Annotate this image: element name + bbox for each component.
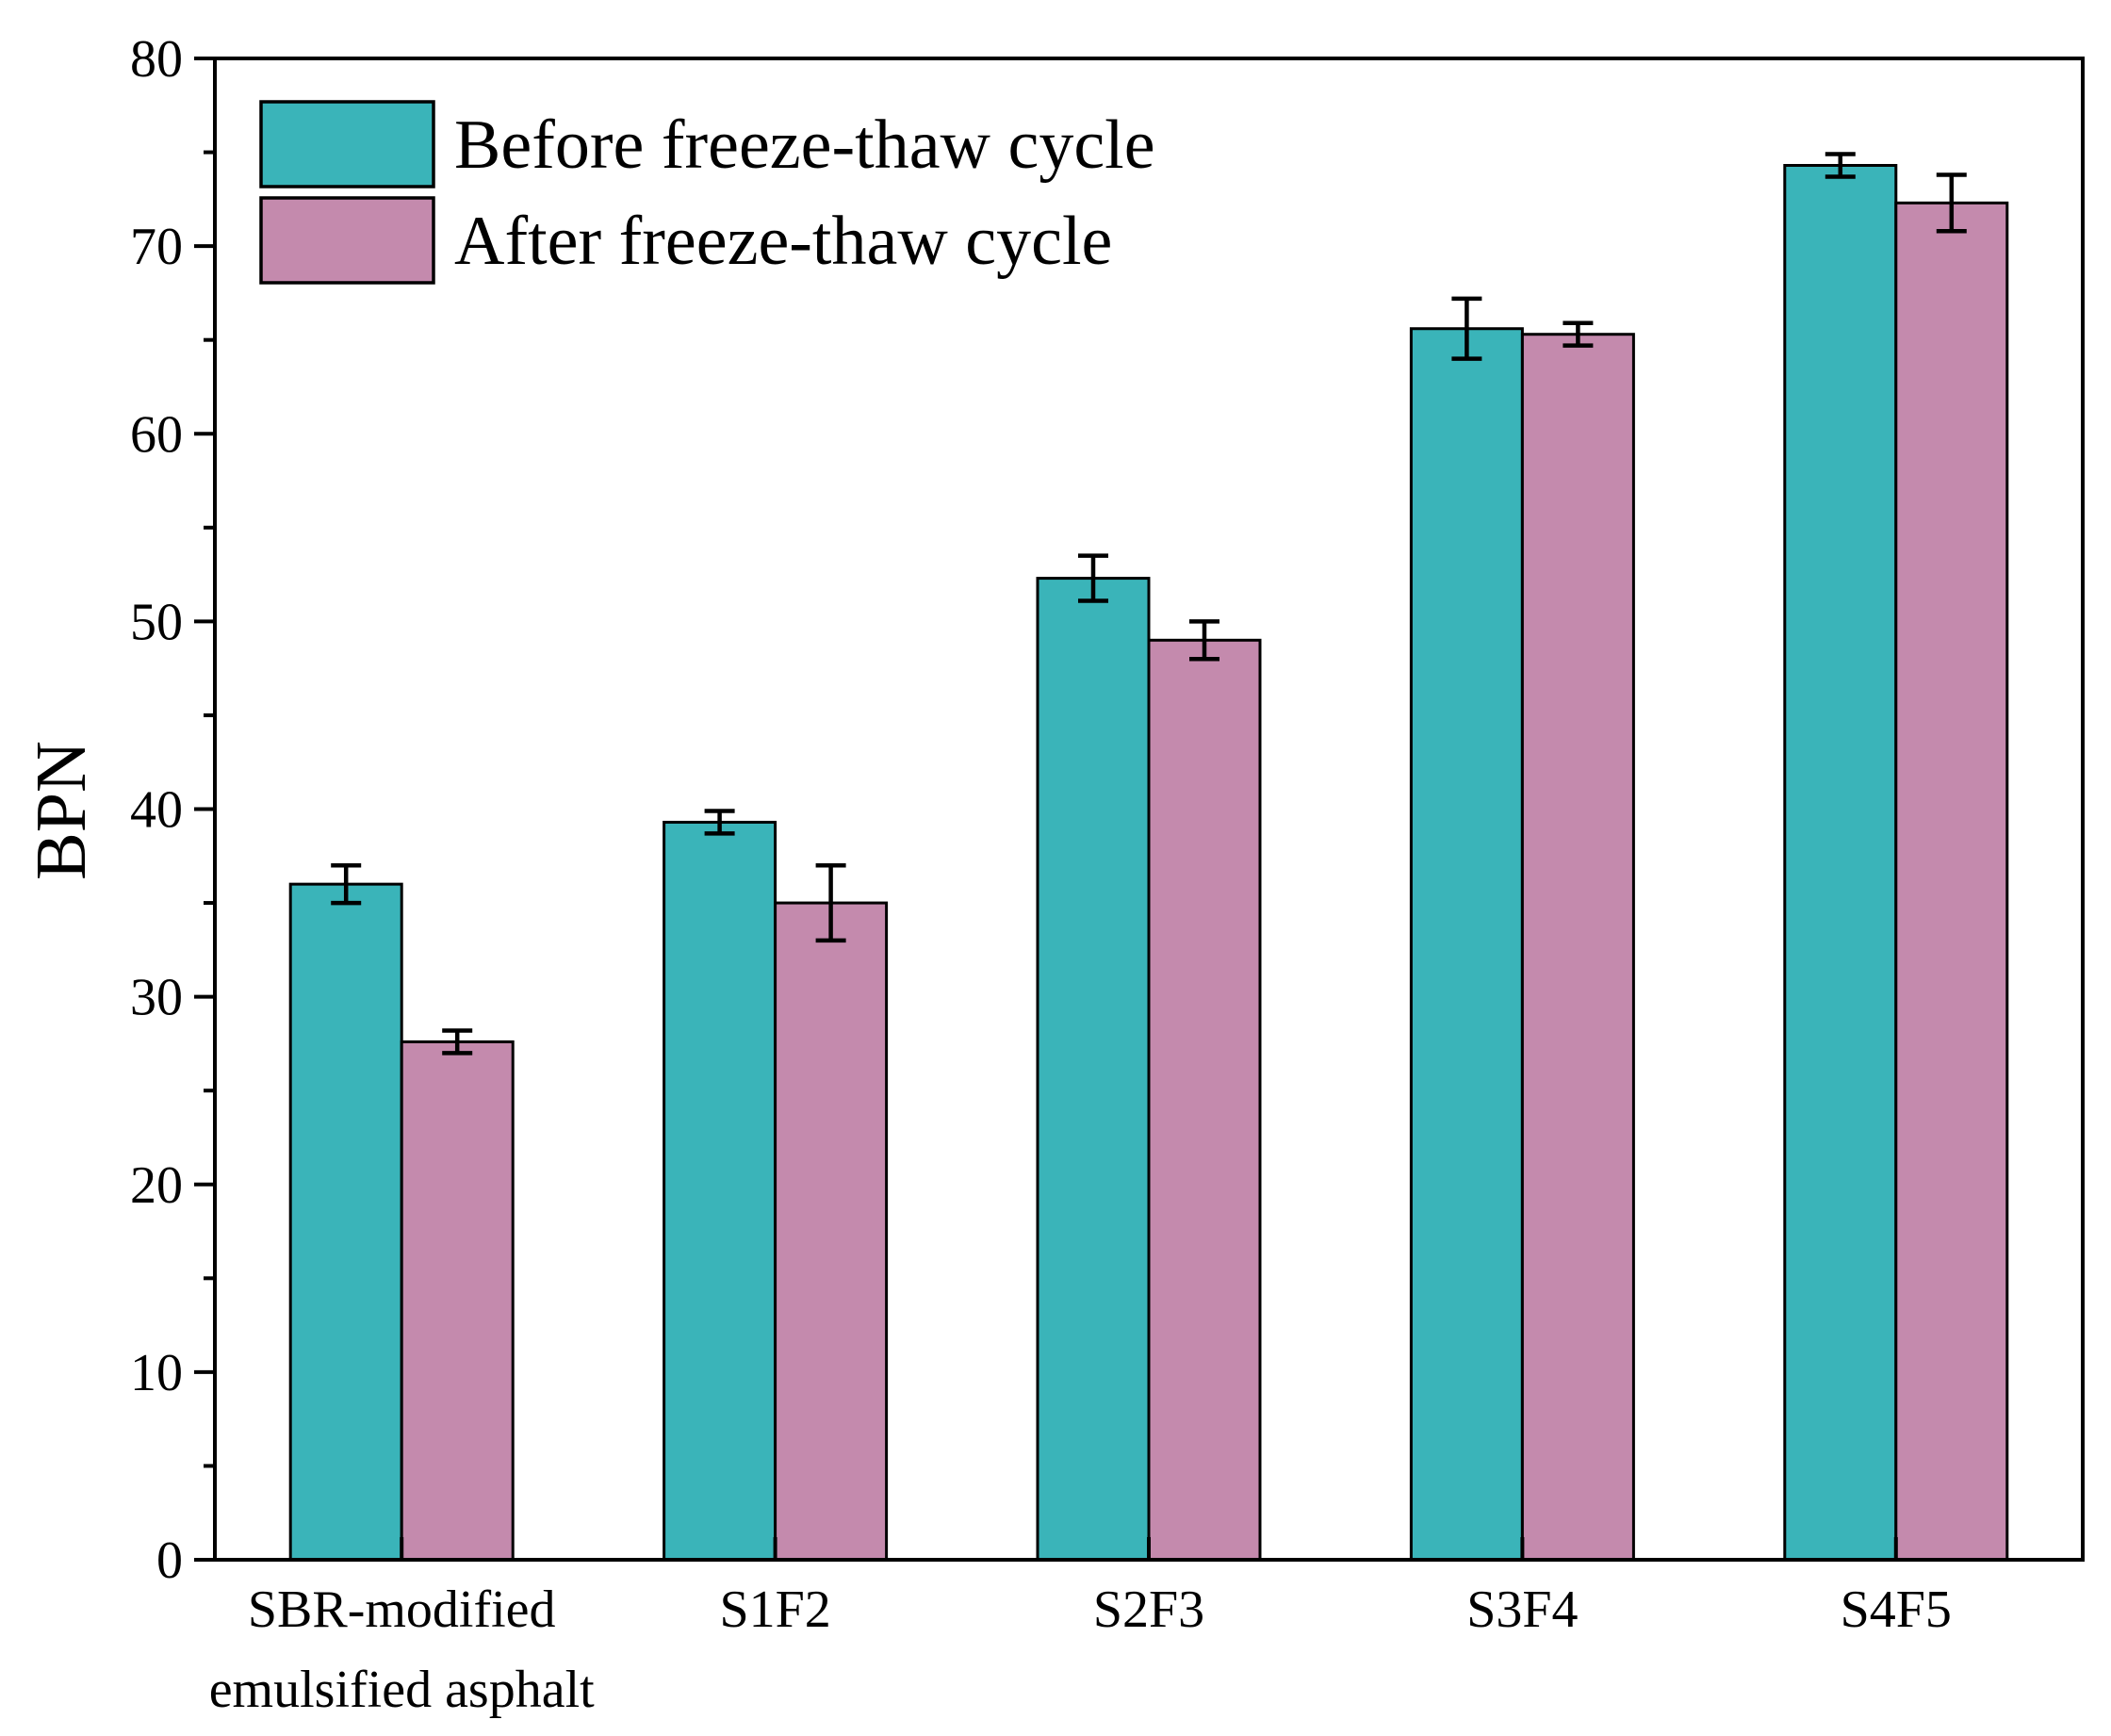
y-tick-label: 30 (130, 969, 183, 1027)
legend-swatch-after (259, 196, 435, 285)
bar-before-3 (1409, 327, 1524, 1562)
legend-label-before: Before freeze-thaw cycle (454, 106, 1155, 184)
error-bars-layer (331, 152, 1967, 1056)
axes-layer: SBR-modified emulsified asphalt S1F2 S2F3 S3… (130, 30, 2085, 1719)
legend-swatch-before (259, 100, 435, 188)
bar-after-0 (400, 1040, 515, 1562)
bars-layer (288, 164, 2009, 1562)
bar-after-4 (1894, 201, 2009, 1562)
x-tick-label: SBR-modified (248, 1580, 556, 1639)
y-tick-label: 20 (130, 1156, 183, 1215)
bar-before-0 (288, 882, 403, 1562)
bar-after-3 (1520, 333, 1635, 1562)
x-tick-label: S2F3 (1093, 1580, 1204, 1639)
y-tick-label: 0 (156, 1531, 183, 1590)
y-tick-label: 50 (130, 593, 183, 651)
bar-before-2 (1036, 577, 1151, 1562)
bar-after-2 (1147, 638, 1262, 1562)
bar-before-4 (1783, 164, 1898, 1562)
y-tick-label: 40 (130, 781, 183, 840)
y-tick-label: 70 (130, 218, 183, 276)
x-tick-label: emulsified asphalt (209, 1661, 595, 1719)
bar-before-1 (663, 820, 777, 1562)
bar-after-1 (774, 901, 889, 1562)
x-tick-label: S1F2 (719, 1580, 830, 1639)
legend-label-after: After freeze-thaw cycle (454, 203, 1112, 280)
y-tick-label: 60 (130, 405, 183, 464)
x-tick-label: S4F5 (1841, 1580, 1952, 1639)
x-tick-label: S3F4 (1466, 1580, 1578, 1639)
y-tick-label: 80 (130, 30, 183, 89)
legend: Before freeze-thaw cycle After freeze-tha… (259, 100, 1155, 285)
y-tick-label: 10 (130, 1344, 183, 1402)
y-axis-title: BPN (22, 741, 101, 880)
